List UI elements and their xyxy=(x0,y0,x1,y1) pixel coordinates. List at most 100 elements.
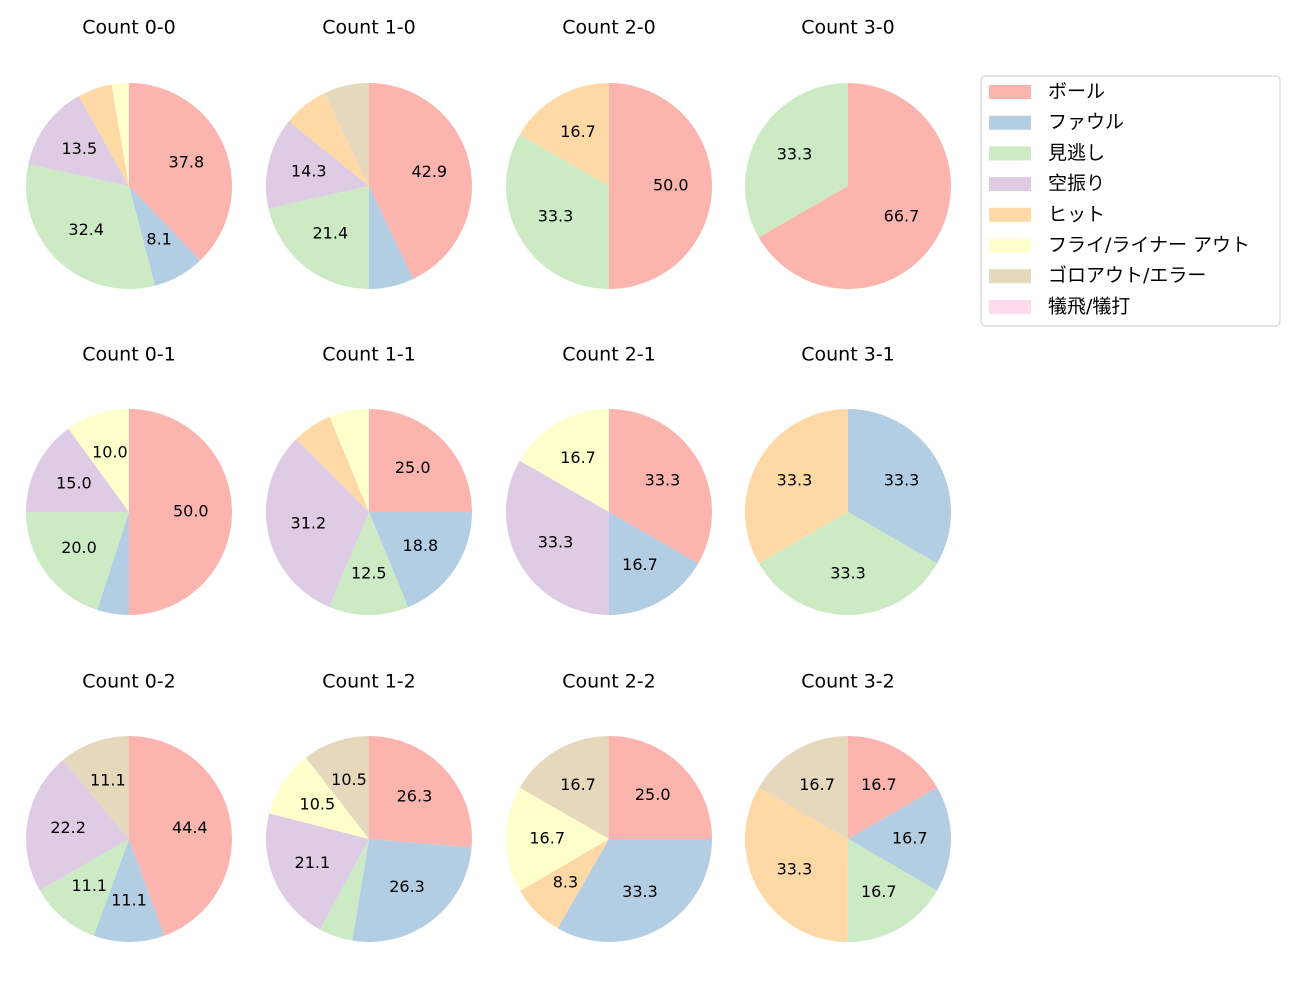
slice-label: 16.7 xyxy=(560,122,596,141)
slice-label: 12.5 xyxy=(351,563,387,582)
slice-label: 33.3 xyxy=(622,882,658,901)
pie-slice xyxy=(39,839,129,936)
slice-label: 16.7 xyxy=(560,448,596,467)
slice-label: 16.7 xyxy=(529,829,565,848)
pie-slice xyxy=(266,813,369,930)
pie-slice xyxy=(111,83,129,186)
legend-swatch xyxy=(989,299,1031,314)
pie-slice xyxy=(848,787,951,891)
pie-slice xyxy=(744,83,848,238)
pie-slice xyxy=(505,134,609,289)
pie-slice xyxy=(369,736,472,848)
pie-slice xyxy=(266,439,369,608)
pie-slice xyxy=(266,121,369,209)
pie-slice xyxy=(26,760,129,891)
legend-swatch xyxy=(989,177,1031,192)
legend-swatch xyxy=(989,146,1031,161)
pie-slice xyxy=(520,839,609,929)
slice-label: 10.0 xyxy=(92,443,128,462)
pie-slice xyxy=(758,512,938,615)
slice-label: 21.4 xyxy=(313,224,349,243)
pie-slice xyxy=(506,787,609,891)
slice-label: 14.3 xyxy=(291,162,327,181)
slice-label: 15.0 xyxy=(56,473,92,492)
pie-slice xyxy=(305,736,369,839)
slice-label: 16.7 xyxy=(892,829,928,848)
legend-label: 見逃し xyxy=(1048,142,1105,164)
chart-title: Count 0-1 xyxy=(82,344,176,366)
slice-label: 33.3 xyxy=(538,532,574,551)
slice-label: 10.5 xyxy=(331,770,367,789)
slice-label: 10.5 xyxy=(300,795,336,814)
slice-label: 8.1 xyxy=(146,229,171,248)
slice-label: 26.3 xyxy=(397,787,433,806)
pie-slice xyxy=(557,839,712,943)
slice-label: 11.1 xyxy=(90,770,126,789)
pie-slice xyxy=(269,757,369,839)
slice-label: 50.0 xyxy=(653,176,689,195)
pie-slice xyxy=(78,84,129,186)
pie-slice xyxy=(505,460,609,615)
slice-label: 31.2 xyxy=(291,513,327,532)
chart-title: Count 3-0 xyxy=(801,17,895,39)
pie-slice xyxy=(519,736,609,839)
pie-slice xyxy=(268,186,369,289)
pie-slice xyxy=(848,409,952,564)
pie-slice xyxy=(26,164,155,289)
legend-swatch xyxy=(989,269,1031,284)
slice-label: 22.2 xyxy=(50,818,86,837)
slice-label: 44.4 xyxy=(172,818,208,837)
legend-label: ゴロアウト/エラー xyxy=(1048,265,1206,287)
chart-title: Count 0-2 xyxy=(82,671,176,693)
slice-label: 33.3 xyxy=(645,471,681,490)
pie-slice xyxy=(129,186,201,286)
slice-label: 50.0 xyxy=(173,502,209,521)
legend-box xyxy=(980,75,1281,327)
pie-slice xyxy=(609,736,712,839)
slice-label: 16.7 xyxy=(622,555,658,574)
pie-slice xyxy=(519,409,609,512)
chart-title: Count 2-2 xyxy=(562,671,656,693)
pie-slice xyxy=(93,839,165,942)
slice-label: 11.1 xyxy=(71,876,107,895)
chart-title: Count 0-0 xyxy=(82,17,176,39)
chart-title: Count 3-1 xyxy=(801,344,895,366)
slice-label: 16.7 xyxy=(861,775,897,794)
pie-slice xyxy=(352,839,472,942)
pie-slice xyxy=(129,736,232,936)
slice-label: 32.4 xyxy=(68,220,104,239)
slice-label: 18.8 xyxy=(403,536,439,555)
legend-label: 犠飛/犠打 xyxy=(1048,295,1130,317)
pie-slice xyxy=(744,409,848,564)
pie-slice xyxy=(97,512,129,615)
legend-label: ボール xyxy=(1048,81,1105,103)
legend-label: ファウル xyxy=(1048,111,1124,133)
pie-slice xyxy=(329,409,369,512)
pie-slice xyxy=(519,83,609,186)
pie-slice xyxy=(609,83,712,289)
slice-label: 33.3 xyxy=(777,471,813,490)
pie-slice xyxy=(62,736,129,839)
slice-label: 11.1 xyxy=(111,890,147,909)
slice-label: 33.3 xyxy=(777,859,813,878)
pie-slice xyxy=(609,409,712,564)
slice-label: 16.7 xyxy=(560,775,596,794)
legend-swatch xyxy=(989,238,1031,253)
chart-title: Count 1-0 xyxy=(322,17,416,39)
pie-slice xyxy=(758,83,951,289)
chart-title: Count 2-1 xyxy=(562,344,656,366)
pie-slice xyxy=(324,83,369,186)
pie-slice xyxy=(848,736,938,839)
pie-slice xyxy=(847,839,938,942)
slice-label: 33.3 xyxy=(830,563,866,582)
slice-label: 21.1 xyxy=(295,853,331,872)
pie-slice xyxy=(369,409,472,512)
slice-label: 33.3 xyxy=(538,206,574,225)
slice-label: 16.7 xyxy=(861,882,897,901)
slice-label: 16.7 xyxy=(799,775,835,794)
slice-label: 37.8 xyxy=(169,152,205,171)
legend-swatch xyxy=(989,207,1031,222)
pie-slice xyxy=(28,96,129,186)
slice-label: 42.9 xyxy=(411,162,447,181)
